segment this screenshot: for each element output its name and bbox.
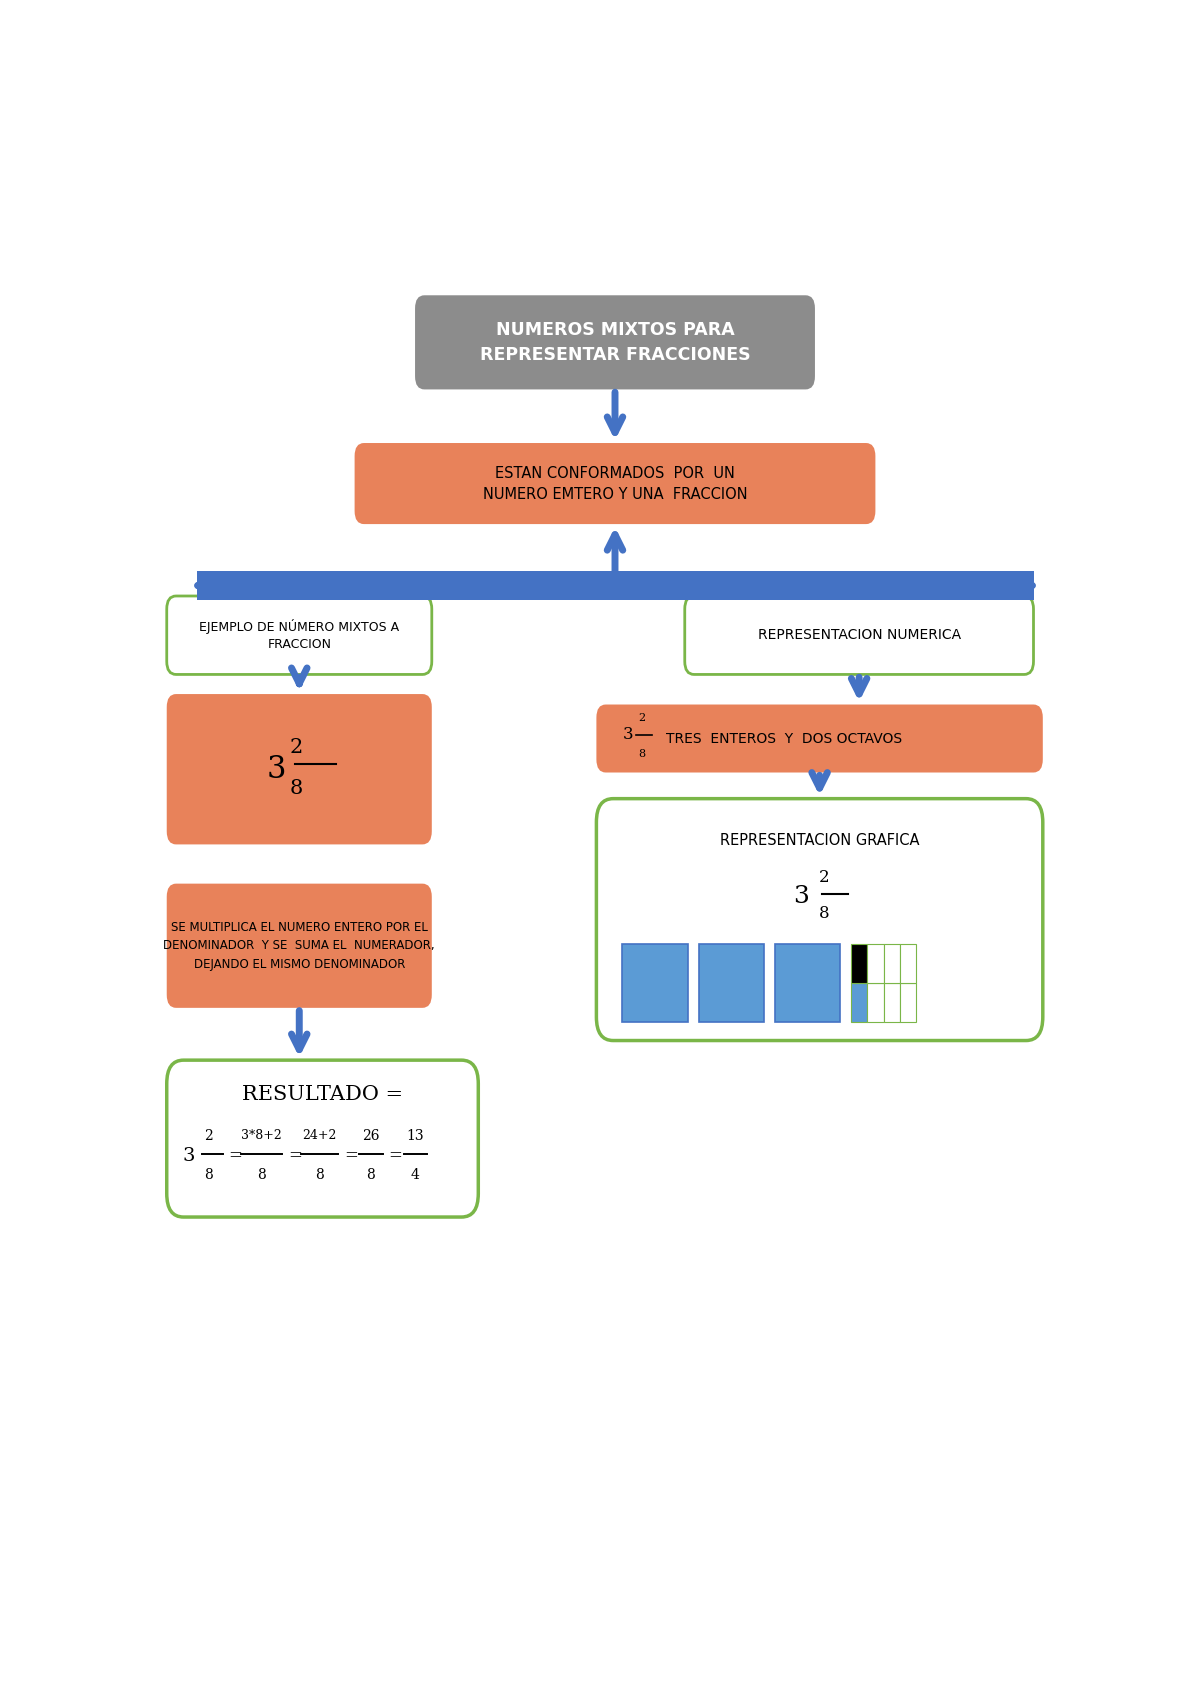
FancyBboxPatch shape [851, 944, 868, 983]
Text: EJEMPLO DE NÚMERO MIXTOS A
FRACCION: EJEMPLO DE NÚMERO MIXTOS A FRACCION [199, 620, 400, 652]
Text: RESULTADO =: RESULTADO = [242, 1085, 403, 1104]
Text: REPRESENTACION GRAFICA: REPRESENTACION GRAFICA [720, 834, 919, 847]
FancyBboxPatch shape [596, 798, 1043, 1041]
Text: 3: 3 [793, 885, 809, 908]
Text: 2: 2 [818, 869, 829, 886]
FancyBboxPatch shape [868, 983, 883, 1022]
FancyBboxPatch shape [698, 944, 763, 1022]
Text: 8: 8 [366, 1168, 374, 1182]
Text: 3*8+2: 3*8+2 [241, 1129, 282, 1143]
FancyBboxPatch shape [851, 983, 868, 1022]
FancyBboxPatch shape [415, 295, 815, 389]
Text: 24+2: 24+2 [302, 1129, 336, 1143]
Text: 2: 2 [204, 1129, 212, 1143]
Text: 3: 3 [182, 1146, 196, 1165]
FancyBboxPatch shape [685, 596, 1033, 674]
FancyBboxPatch shape [167, 596, 432, 674]
FancyBboxPatch shape [197, 571, 1033, 599]
Text: 8: 8 [818, 905, 829, 922]
Text: 2: 2 [290, 737, 304, 757]
Text: SE MULTIPLICA EL NUMERO ENTERO POR EL
DENOMINADOR  Y SE  SUMA EL  NUMERADOR,
DEJ: SE MULTIPLICA EL NUMERO ENTERO POR EL DE… [163, 920, 436, 971]
FancyBboxPatch shape [900, 983, 917, 1022]
Text: 3: 3 [623, 727, 634, 744]
Text: ESTAN CONFORMADOS  POR  UN
NUMERO EMTERO Y UNA  FRACCION: ESTAN CONFORMADOS POR UN NUMERO EMTERO Y… [482, 465, 748, 501]
Text: 8: 8 [257, 1168, 266, 1182]
Text: 8: 8 [204, 1168, 212, 1182]
FancyBboxPatch shape [167, 694, 432, 844]
Text: TRES  ENTEROS  Y  DOS OCTAVOS: TRES ENTEROS Y DOS OCTAVOS [666, 732, 902, 745]
FancyBboxPatch shape [775, 944, 840, 1022]
FancyBboxPatch shape [596, 705, 1043, 773]
FancyBboxPatch shape [355, 443, 876, 525]
Text: 8: 8 [638, 749, 646, 759]
FancyBboxPatch shape [900, 944, 917, 983]
Text: 13: 13 [407, 1129, 424, 1143]
Text: 4: 4 [410, 1168, 420, 1182]
Text: REPRESENTACION NUMERICA: REPRESENTACION NUMERICA [757, 628, 961, 642]
Text: NUMEROS MIXTOS PARA
REPRESENTAR FRACCIONES: NUMEROS MIXTOS PARA REPRESENTAR FRACCION… [480, 321, 750, 363]
Text: 8: 8 [290, 779, 304, 798]
FancyBboxPatch shape [883, 944, 900, 983]
FancyBboxPatch shape [868, 944, 883, 983]
Text: 2: 2 [638, 713, 646, 723]
Text: =: = [344, 1148, 358, 1165]
FancyBboxPatch shape [167, 1060, 479, 1217]
Text: =: = [389, 1148, 402, 1165]
FancyBboxPatch shape [883, 983, 900, 1022]
FancyBboxPatch shape [167, 883, 432, 1009]
Text: 8: 8 [314, 1168, 324, 1182]
Text: 3: 3 [266, 754, 286, 784]
FancyBboxPatch shape [623, 944, 688, 1022]
Text: =: = [229, 1148, 242, 1165]
Text: =: = [288, 1148, 302, 1165]
Text: 26: 26 [361, 1129, 379, 1143]
